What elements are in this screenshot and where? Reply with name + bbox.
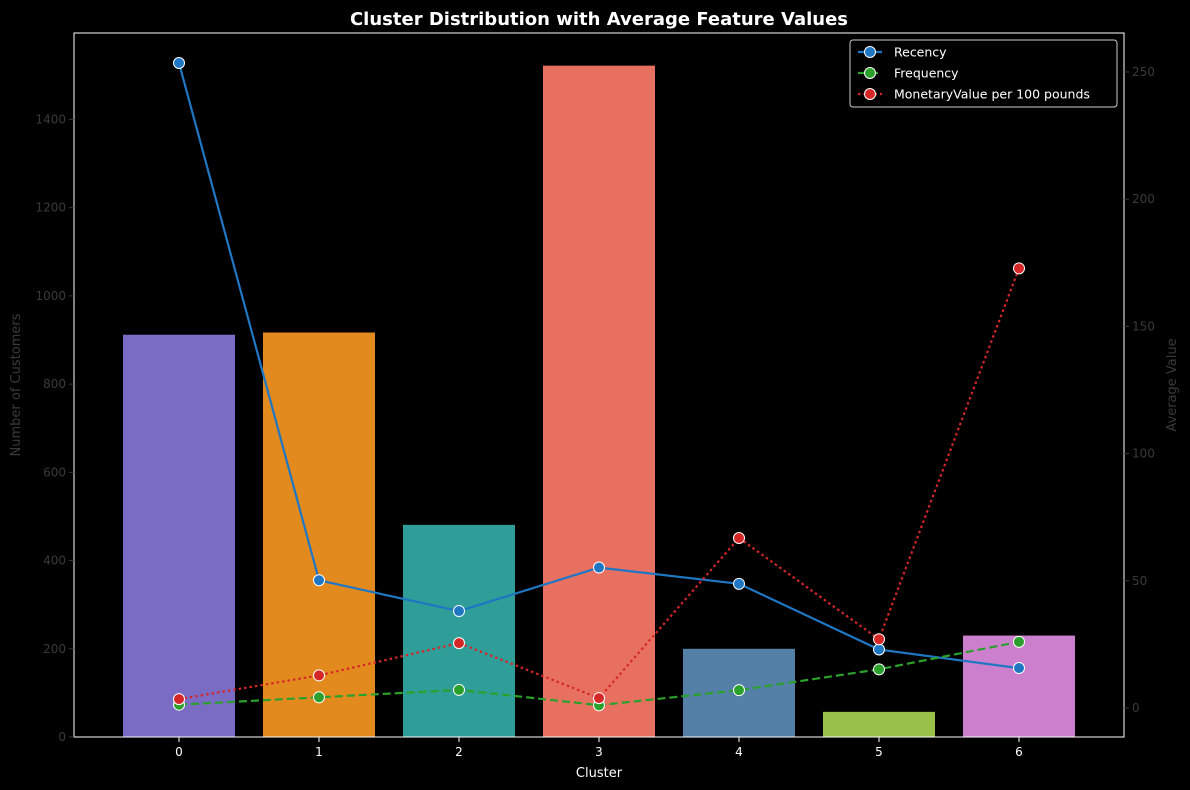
y-left-tick-label: 600 (43, 465, 66, 479)
bar-cluster-2 (403, 524, 515, 737)
series-2-point (313, 669, 325, 682)
x-tick-label: 4 (735, 745, 743, 759)
series-2-point (593, 692, 605, 705)
y-right-tick-label: 50 (1132, 574, 1147, 588)
axes-layer: 0 1 2 3 4 5 6 0 200 400 600 800 1000 1200 1400 0 50 100 15… (35, 32, 1155, 759)
series-0-point (593, 561, 605, 574)
series-2-point (733, 532, 745, 545)
bar-cluster-5 (823, 711, 935, 737)
y-left-tick-label: 1400 (35, 112, 66, 126)
legend-entry-label: Recency (894, 45, 947, 60)
legend-swatch-marker (864, 67, 876, 79)
series-2-point (1013, 262, 1025, 275)
x-tick-label: 1 (315, 745, 323, 759)
series-1-point (873, 663, 885, 676)
x-tick-label: 0 (175, 745, 183, 759)
x-axis-label: Cluster (576, 766, 623, 781)
x-tick-label: 5 (875, 745, 883, 759)
y-right-tick-label: 100 (1132, 447, 1155, 461)
series-1-point (733, 684, 745, 697)
series-0-point (453, 605, 465, 618)
y-right-tick-label: 0 (1132, 701, 1140, 715)
x-tick-label: 3 (595, 745, 603, 759)
legend: Recency Frequency MonetaryValue per 100 po… (849, 39, 1118, 108)
y-right-tick-label: 250 (1132, 65, 1155, 79)
legend-entry-label: Frequency (894, 66, 959, 81)
series-1-point (453, 683, 465, 696)
y-left-tick-label: 200 (43, 642, 66, 656)
legend-entry-label: MonetaryValue per 100 pounds (894, 87, 1090, 102)
chart-title: Cluster Distribution with Average Featur… (350, 9, 848, 30)
y-right-tick-label: 150 (1132, 319, 1155, 333)
lines-layer (173, 57, 1025, 712)
series-2-point (173, 693, 185, 706)
series-2-point (873, 633, 885, 646)
legend-swatch-marker (864, 88, 876, 100)
y-left-tick-label: 400 (43, 554, 66, 568)
x-tick-label: 2 (455, 745, 463, 759)
legend-box (849, 39, 1118, 108)
series-0-point (1013, 662, 1025, 675)
series-1-point (313, 691, 325, 704)
series-2-point (453, 637, 465, 650)
y-right-tick-label: 200 (1132, 192, 1155, 206)
series-0-point (733, 577, 745, 590)
bar-cluster-6 (963, 635, 1075, 737)
y-axis-left-label: Number of Customers (9, 313, 24, 456)
y-axis-right-label: Average Value (1165, 338, 1180, 431)
bar-cluster-0 (123, 334, 235, 737)
series-0-point (313, 574, 325, 587)
series-1-point (1013, 635, 1025, 648)
series-0-point (173, 57, 185, 70)
y-left-tick-label: 0 (58, 730, 66, 744)
y-left-tick-label: 1200 (35, 201, 66, 215)
y-left-tick-label: 800 (43, 377, 66, 391)
bars-layer (123, 65, 1075, 737)
bar-cluster-3 (543, 65, 655, 737)
y-left-tick-label: 1000 (35, 289, 66, 303)
legend-swatch-marker (864, 46, 876, 58)
x-tick-label: 6 (1015, 745, 1023, 759)
series-0-point (873, 643, 885, 656)
